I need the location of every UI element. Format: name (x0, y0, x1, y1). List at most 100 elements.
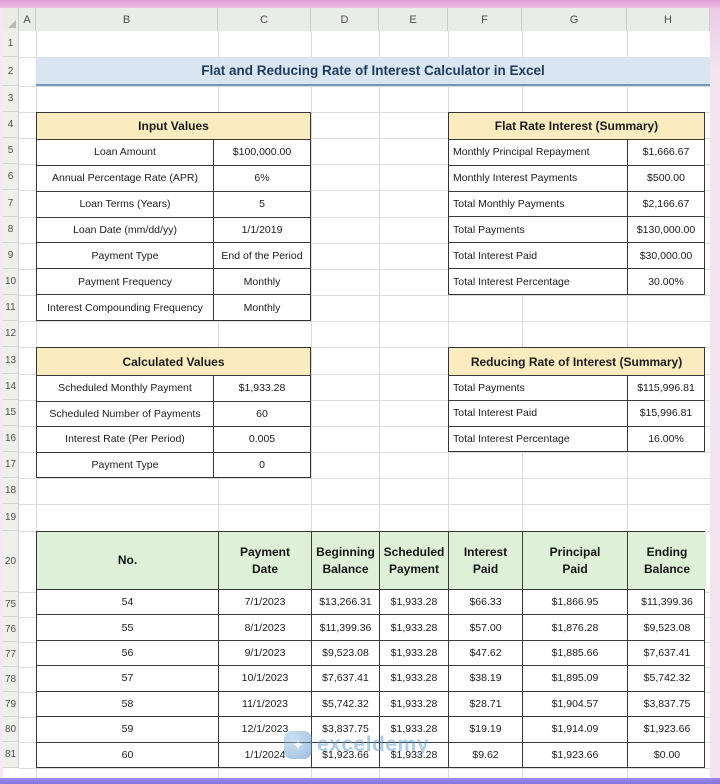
row-value-cell[interactable]: 0 (259, 458, 265, 471)
amortization-cell[interactable]: 7/1/2023 (219, 590, 312, 615)
row-header-77[interactable]: 77 (3, 642, 19, 667)
row-label-cell[interactable]: Total Interest Paid (449, 401, 628, 426)
amortization-cell[interactable]: 11/1/2023 (219, 691, 312, 717)
row-value-cell[interactable]: $115,996.81 (637, 382, 695, 395)
row-header-8[interactable]: 8 (3, 217, 19, 243)
amortization-column-header[interactable]: Interest Paid (449, 532, 523, 589)
amortization-cell[interactable]: 12/1/2023 (219, 717, 312, 742)
amortization-cell[interactable]: $1,885.66 (523, 640, 628, 666)
row-value-cell[interactable]: $15,996.81 (639, 407, 693, 420)
title-cell[interactable]: Flat and Reducing Rate of Interest Calcu… (36, 57, 710, 86)
row-label-cell[interactable]: Total Payments (449, 217, 628, 243)
row-header-18[interactable]: 18 (3, 478, 19, 504)
row-value-cell[interactable]: $2,166.67 (642, 198, 690, 211)
amortization-column-header[interactable]: No. (37, 532, 219, 589)
row-header-5[interactable]: 5 (3, 138, 19, 164)
amortization-cell[interactable]: $66.33 (449, 590, 523, 615)
amortization-cell[interactable]: 57 (37, 666, 219, 691)
row-header-12[interactable]: 12 (3, 321, 19, 347)
amortization-cell[interactable]: $1,923.66 (312, 742, 380, 767)
row-header-1[interactable]: 1 (3, 31, 19, 57)
amortization-column-header[interactable]: Ending Balance (628, 532, 706, 589)
row-header-9[interactable]: 9 (3, 243, 19, 269)
row-value-cell[interactable]: 16.00% (648, 432, 684, 445)
row-header-11[interactable]: 11 (3, 295, 19, 321)
row-label-cell[interactable]: Monthly Interest Payments (449, 165, 628, 191)
amortization-cell[interactable]: $19.19 (449, 717, 523, 742)
amortization-cell[interactable]: $9.62 (449, 742, 523, 767)
amortization-cell[interactable]: $3,837.75 (312, 717, 380, 742)
row-label-cell[interactable]: Monthly Principal Repayment (449, 140, 628, 165)
amortization-cell[interactable]: $1,933.28 (380, 742, 449, 767)
amortization-cell[interactable]: $1,933.28 (380, 590, 449, 615)
row-value-cell[interactable]: $500.00 (647, 172, 685, 185)
amortization-cell[interactable]: $0.00 (653, 748, 681, 761)
row-header-19[interactable]: 19 (3, 504, 19, 531)
amortization-cell[interactable]: $3,837.75 (643, 697, 691, 710)
amortization-cell[interactable]: 10/1/2023 (219, 666, 312, 691)
calculated-values-table-header[interactable]: Calculated Values (37, 348, 310, 375)
select-all-button[interactable] (3, 8, 19, 31)
row-value-cell[interactable]: 30.00% (648, 275, 684, 288)
amortization-cell[interactable]: $38.19 (449, 666, 523, 691)
column-header-G[interactable]: G (522, 8, 627, 31)
amortization-cell[interactable]: 9/1/2023 (219, 640, 312, 666)
row-label-cell[interactable]: Loan Terms (Years) (37, 191, 214, 217)
amortization-cell[interactable]: 55 (37, 615, 219, 640)
row-header-17[interactable]: 17 (3, 452, 19, 478)
row-label-cell[interactable]: Total Payments (449, 376, 628, 401)
row-label-cell[interactable]: Total Monthly Payments (449, 191, 628, 217)
amortization-cell[interactable]: $28.71 (449, 691, 523, 717)
row-value-cell[interactable]: End of the Period (221, 249, 303, 262)
row-label-cell[interactable]: Scheduled Monthly Payment (37, 376, 214, 401)
amortization-cell[interactable]: $47.62 (449, 640, 523, 666)
amortization-cell[interactable]: 8/1/2023 (219, 615, 312, 640)
amortization-cell[interactable]: $11,399.36 (641, 596, 693, 609)
row-header-76[interactable]: 76 (3, 617, 19, 642)
amortization-cell[interactable]: $1,866.95 (523, 590, 628, 615)
column-header-B[interactable]: B (36, 8, 218, 31)
row-value-cell[interactable]: 0.005 (248, 433, 276, 446)
reducing-rate-summary-header[interactable]: Reducing Rate of Interest (Summary) (449, 348, 704, 375)
row-label-cell[interactable]: Interest Rate (Per Period) (37, 427, 214, 452)
row-header-78[interactable]: 78 (3, 667, 19, 692)
row-header-20[interactable]: 20 (3, 531, 19, 592)
amortization-cell[interactable]: $1,876.28 (523, 615, 628, 640)
column-header-F[interactable]: F (448, 8, 522, 31)
amortization-cell[interactable]: $9,523.08 (643, 621, 691, 634)
flat-rate-summary-header[interactable]: Flat Rate Interest (Summary) (449, 113, 704, 139)
row-label-cell[interactable]: Loan Date (mm/dd/yy) (37, 217, 214, 243)
row-value-cell[interactable]: 1/1/2019 (241, 224, 283, 236)
amortization-cell[interactable]: $1,895.09 (523, 666, 628, 691)
row-header-6[interactable]: 6 (3, 164, 19, 190)
row-value-cell[interactable]: $30,000.00 (639, 249, 693, 262)
amortization-cell[interactable]: $1,933.28 (380, 717, 449, 742)
amortization-cell[interactable]: $1,904.57 (523, 691, 628, 717)
amortization-cell[interactable]: 54 (37, 590, 219, 615)
amortization-cell[interactable]: $11,399.36 (312, 615, 380, 640)
amortization-cell[interactable]: $1,914.09 (523, 717, 628, 742)
amortization-column-header[interactable]: Scheduled Payment (380, 532, 449, 589)
amortization-cell[interactable]: $9,523.08 (312, 640, 380, 666)
row-label-cell[interactable]: Interest Compounding Frequency (37, 295, 214, 321)
row-label-cell[interactable]: Total Interest Paid (449, 243, 628, 269)
row-label-cell[interactable]: Total Interest Percentage (449, 269, 628, 294)
row-header-4[interactable]: 4 (3, 112, 19, 138)
column-header-D[interactable]: D (311, 8, 379, 31)
amortization-cell[interactable]: $1,933.28 (380, 691, 449, 717)
row-header-81[interactable]: 81 (3, 742, 19, 768)
row-value-cell[interactable]: 5 (259, 198, 265, 211)
row-header-16[interactable]: 16 (3, 426, 19, 452)
amortization-cell[interactable]: $1,933.28 (380, 666, 449, 691)
row-header-80[interactable]: 80 (3, 717, 19, 742)
row-header-15[interactable]: 15 (3, 400, 19, 426)
input-values-table-header[interactable]: Input Values (37, 113, 310, 139)
row-header-14[interactable]: 14 (3, 374, 19, 400)
row-label-cell[interactable]: Total Interest Percentage (449, 426, 628, 451)
row-header-3[interactable]: 3 (3, 86, 19, 112)
row-label-cell[interactable]: Scheduled Number of Payments (37, 401, 214, 426)
row-label-cell[interactable]: Payment Type (37, 452, 214, 477)
amortization-cell[interactable]: $7,637.41 (643, 647, 691, 660)
row-header-79[interactable]: 79 (3, 692, 19, 717)
amortization-column-header[interactable]: Principal Paid (523, 532, 628, 589)
